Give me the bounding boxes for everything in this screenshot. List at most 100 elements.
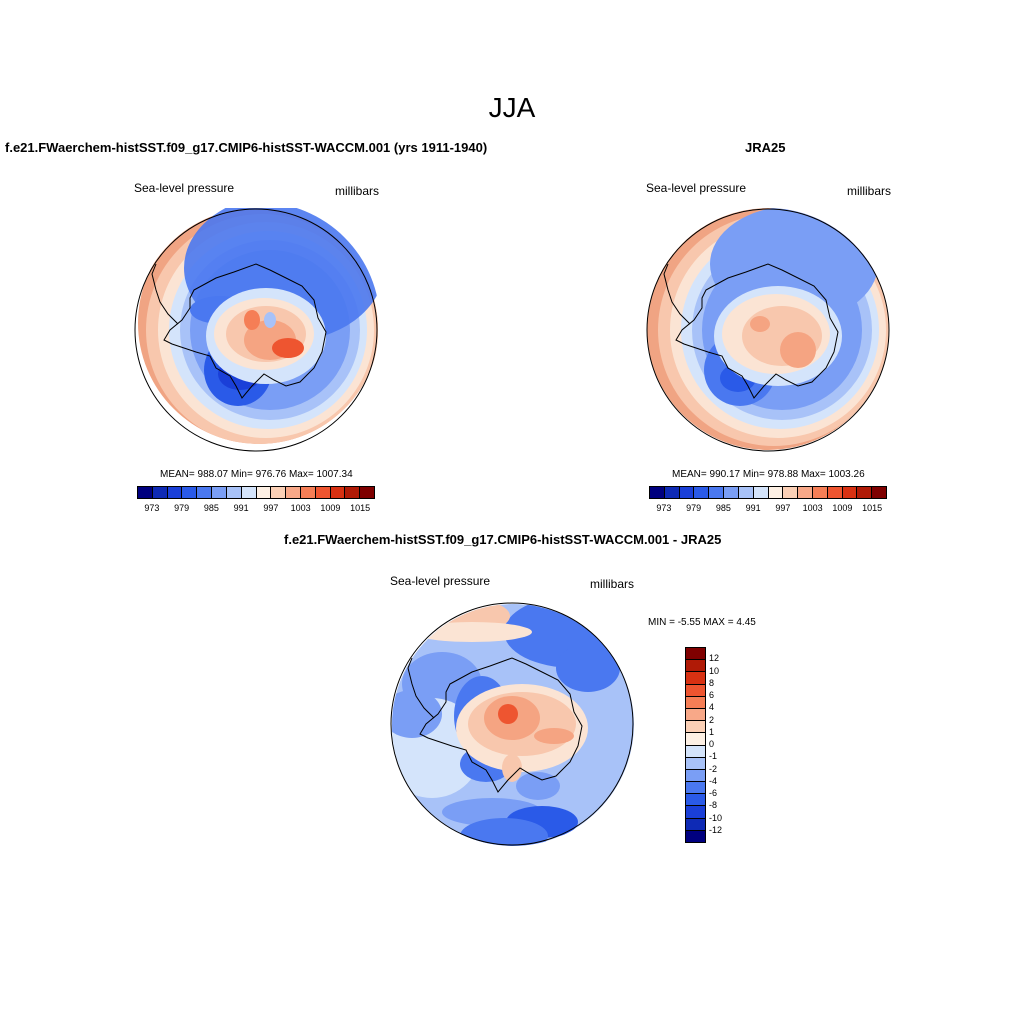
colorbar-swatch: [857, 487, 873, 498]
colorbar-swatch: [182, 487, 198, 498]
colorbar-swatch: [686, 733, 705, 746]
colorbar-swatch: [241, 487, 257, 498]
colorbar-swatch: [686, 696, 705, 709]
colorbar-swatch: [197, 487, 213, 498]
colorbar-tick-label: 6: [709, 690, 715, 700]
colorbar-swatch: [679, 487, 695, 498]
colorbar-swatch: [686, 769, 705, 783]
colorbar-tick-label: -10: [709, 812, 723, 823]
colorbar-tick-label: 8: [709, 677, 715, 688]
colorbar-swatch: [686, 721, 705, 734]
diff-map: [390, 602, 634, 846]
colorbar-tick-label: 12: [709, 653, 720, 664]
colorbar-swatch: [686, 660, 705, 673]
model-colorbar-ticks: 973 979 985 991 997 1003 1009 1015: [137, 503, 373, 515]
colorbar-swatch: [686, 830, 705, 842]
colorbar-tick-label: 1009: [320, 503, 341, 513]
model-stats: MEAN= 988.07 Min= 976.76 Max= 1007.34: [160, 469, 353, 480]
colorbar-tick-label: 1003: [802, 503, 823, 513]
colorbar-swatch: [827, 487, 843, 498]
colorbar-swatch: [686, 745, 705, 758]
colorbar-tick-label: -1: [709, 751, 718, 762]
diff-variable-label: Sea-level pressure: [390, 574, 491, 588]
colorbar-tick-label: 973: [144, 503, 160, 513]
colorbar-swatch: [152, 487, 168, 498]
obs-panel-title: JRA25: [745, 140, 786, 155]
colorbar-swatch: [686, 708, 705, 722]
colorbar-tick-label: 0: [709, 739, 715, 749]
colorbar-tick-label: -12: [709, 824, 723, 835]
colorbar-tick-label: 1009: [832, 503, 853, 513]
obs-colorbar-ticks: 973 979 985 991 997 1003 1009 1015: [649, 503, 885, 515]
figure-title: JJA: [488, 92, 536, 123]
colorbar-swatch: [650, 487, 665, 498]
colorbar-swatch: [300, 487, 316, 498]
colorbar-swatch: [738, 487, 754, 498]
colorbar-tick-label: 997: [263, 503, 279, 513]
colorbar-swatch: [315, 487, 331, 498]
colorbar-swatch: [360, 487, 374, 498]
colorbar-tick-label: 2: [709, 714, 715, 725]
colorbar-swatch: [256, 487, 272, 498]
colorbar-swatch: [686, 672, 705, 685]
colorbar-swatch: [686, 794, 705, 807]
obs-stats: MEAN= 990.17 Min= 978.88 Max= 1003.26: [672, 469, 865, 480]
diff-colorbar: [685, 647, 706, 843]
model-units-label: millibars: [335, 184, 380, 198]
diff-panel-title: f.e21.FWaerchem-histSST.f09_g17.CMIP6-hi…: [284, 532, 722, 547]
obs-colorbar: [649, 486, 887, 499]
obs-variable-label: Sea-level pressure: [646, 181, 747, 195]
colorbar-tick-label: 997: [775, 503, 791, 513]
colorbar-swatch: [226, 487, 242, 498]
colorbar-tick-label: -4: [709, 775, 718, 786]
colorbar-swatch: [686, 782, 705, 795]
colorbar-tick-label: 4: [709, 702, 715, 713]
colorbar-swatch: [686, 757, 705, 770]
colorbar-tick-label: 1015: [350, 503, 371, 513]
colorbar-swatch: [286, 487, 301, 498]
colorbar-swatch: [330, 487, 346, 498]
colorbar-tick-label: 991: [745, 503, 761, 513]
colorbar-swatch: [212, 487, 227, 498]
colorbar-swatch: [686, 818, 705, 831]
obs-units-label: millibars: [847, 184, 892, 198]
colorbar-tick-label: -6: [709, 788, 718, 798]
colorbar-swatch: [345, 487, 361, 498]
colorbar-swatch: [842, 487, 858, 498]
model-variable-label: Sea-level pressure: [134, 181, 235, 195]
colorbar-swatch: [694, 487, 710, 498]
colorbar-tick-label: 985: [203, 503, 219, 513]
colorbar-swatch: [138, 487, 153, 498]
diff-units-label: millibars: [590, 577, 635, 591]
colorbar-swatch: [271, 487, 287, 498]
model-colorbar: [137, 486, 375, 499]
model-panel-title: f.e21.FWaerchem-histSST.f09_g17.CMIP6-hi…: [5, 140, 488, 155]
colorbar-tick-label: 991: [233, 503, 249, 513]
colorbar-tick-label: 1003: [290, 503, 311, 513]
colorbar-swatch: [686, 648, 705, 661]
diff-colorbar-ticks: 12 10 8 6 4 2 1 0 -1 -2 -4 -6 -8 -10 -12: [709, 647, 749, 841]
colorbar-swatch: [798, 487, 813, 498]
colorbar-tick-label: 979: [686, 503, 702, 513]
colorbar-swatch: [724, 487, 739, 498]
colorbar-swatch: [768, 487, 784, 498]
colorbar-tick-label: 973: [656, 503, 672, 513]
model-map: [134, 208, 378, 452]
diff-stats: MIN = -5.55 MAX = 4.45: [648, 617, 756, 628]
colorbar-tick-label: 1: [709, 726, 715, 737]
colorbar-swatch: [812, 487, 828, 498]
colorbar-tick-label: -8: [709, 800, 718, 811]
colorbar-swatch: [167, 487, 183, 498]
colorbar-tick-label: 985: [715, 503, 731, 513]
colorbar-tick-label: 10: [709, 665, 720, 676]
obs-map: [646, 208, 890, 452]
colorbar-swatch: [664, 487, 680, 498]
colorbar-tick-label: 1015: [862, 503, 883, 513]
colorbar-tick-label: -2: [709, 763, 718, 774]
colorbar-tick-label: 979: [174, 503, 190, 513]
colorbar-swatch: [709, 487, 725, 498]
colorbar-swatch: [872, 487, 886, 498]
colorbar-swatch: [783, 487, 799, 498]
colorbar-swatch: [686, 806, 705, 819]
colorbar-swatch: [753, 487, 769, 498]
